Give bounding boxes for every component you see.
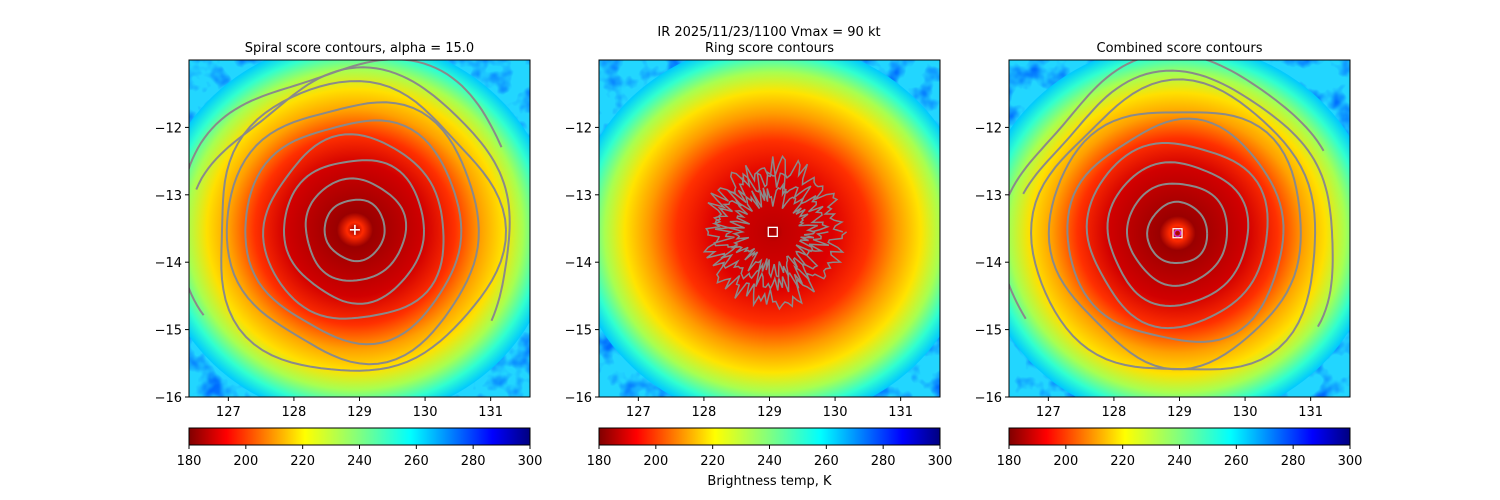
x-tick-label: 130 (413, 405, 438, 420)
center-marker-circle (1173, 229, 1182, 238)
x-tick-label: 130 (1233, 405, 1258, 420)
colorbar-tick-label: 240 (1167, 454, 1192, 469)
center-marker-square (767, 226, 778, 238)
y-tick-label: −14 (975, 256, 1002, 271)
y-tick-label: −16 (155, 391, 182, 406)
y-tick-label: −14 (565, 256, 592, 271)
storm-core (189, 60, 530, 397)
y-tick-label: −13 (565, 189, 592, 204)
colorbar-tick-label: 200 (643, 454, 668, 469)
panel-3: Combined score contours 127 128 129 130 131 −1… (975, 41, 1363, 469)
colorbar-tick-label: 180 (997, 454, 1022, 469)
colorbar-tick-label: 220 (700, 454, 725, 469)
panel-title: Ring score contours (705, 41, 834, 56)
y-tick-label: −15 (565, 324, 592, 339)
score-contours (189, 60, 511, 372)
contour-noisy (711, 171, 830, 293)
panel-title: Spiral score contours, alpha = 15.0 (245, 41, 474, 56)
y-tick-label: −12 (565, 121, 592, 136)
x-tick-label: 129 (347, 405, 372, 420)
figure-suptitle: IR 2025/11/23/1100 Vmax = 90 kt (657, 25, 880, 40)
contour-ring (304, 177, 408, 282)
contour-ring (1146, 200, 1209, 264)
y-tick-label: −13 (155, 189, 182, 204)
ir-image (1009, 60, 1350, 397)
score-contours (702, 154, 848, 311)
colorbar-tick-label: 300 (928, 454, 953, 469)
colorbar-tick-label: 200 (233, 454, 258, 469)
colorbar (188, 427, 531, 446)
y-tick-label: −12 (975, 121, 1002, 136)
y-tick-label: −14 (155, 256, 182, 271)
y-tick-label: −16 (975, 391, 1002, 406)
colorbar-tick-label: 240 (347, 454, 372, 469)
colorbar-tick-label: 260 (404, 454, 429, 469)
colorbar-label: Brightness temp, K (707, 474, 832, 489)
x-tick-label: 128 (1102, 405, 1127, 420)
ir-image (599, 60, 940, 397)
x-tick-label: 127 (216, 405, 241, 420)
storm-core (599, 60, 940, 397)
colorbar-tick-label: 240 (757, 454, 782, 469)
x-tick-label: 127 (1036, 405, 1061, 420)
colorbar-tick-label: 180 (587, 454, 612, 469)
contour-ring (220, 80, 507, 372)
panel-title: Combined score contours (1097, 41, 1263, 56)
panel-2: Ring score contours 127 128 129 130 131 −12 −13… (565, 41, 953, 489)
colorbar (1008, 427, 1351, 446)
contour-ring (1066, 117, 1285, 343)
contour-ring (1106, 161, 1250, 308)
colorbar-tick-label: 280 (871, 454, 896, 469)
x-tick-label: 130 (823, 405, 848, 420)
colorbar-tick-label: 280 (1281, 454, 1306, 469)
panel-1: Spiral score contours, alpha = 15.0 127 12… (155, 41, 543, 469)
colorbar-tick-label: 220 (290, 454, 315, 469)
contour-outer-arc (1022, 69, 1334, 328)
y-tick-label: −13 (975, 189, 1002, 204)
center-marker-square (1172, 228, 1183, 239)
x-tick-label: 128 (692, 405, 717, 420)
contour-outer-arc (195, 66, 511, 322)
x-tick-label: 131 (478, 405, 503, 420)
contour-noisy (702, 154, 848, 311)
x-tick-label: 129 (757, 405, 782, 420)
contour-ring (1085, 142, 1269, 330)
contour-ring (225, 101, 480, 366)
center-marker-plus (349, 224, 360, 235)
contour-outer-arc (189, 60, 503, 316)
y-tick-label: −15 (975, 324, 1002, 339)
colorbar-tick-label: 200 (1053, 454, 1078, 469)
colorbar (598, 427, 941, 446)
contour-ring (1030, 78, 1317, 371)
x-tick-label: 131 (1298, 405, 1323, 420)
colorbar-tick-label: 280 (461, 454, 486, 469)
x-tick-label: 128 (282, 405, 307, 420)
x-tick-label: 129 (1167, 405, 1192, 420)
contour-ring (1126, 182, 1228, 287)
y-tick-label: −16 (565, 391, 592, 406)
contour-ring (1047, 111, 1302, 371)
colorbar-tick-label: 300 (518, 454, 543, 469)
contour-ring (282, 159, 425, 305)
colorbar-tick-label: 180 (177, 454, 202, 469)
y-tick-label: −15 (155, 324, 182, 339)
x-tick-label: 127 (626, 405, 651, 420)
storm-core (1009, 60, 1350, 397)
contour-noisy (727, 182, 819, 279)
x-tick-label: 131 (888, 405, 913, 420)
colorbar-tick-label: 300 (1338, 454, 1363, 469)
contour-ring (244, 119, 463, 346)
contour-ring (262, 133, 445, 320)
ir-image (189, 60, 530, 397)
colorbar-tick-label: 220 (1110, 454, 1135, 469)
score-contours (1009, 60, 1334, 371)
contour-ring (323, 198, 386, 263)
colorbar-tick-label: 260 (814, 454, 839, 469)
contour-outer-arc (1009, 60, 1325, 320)
y-tick-label: −12 (155, 121, 182, 136)
colorbar-tick-label: 260 (1224, 454, 1249, 469)
